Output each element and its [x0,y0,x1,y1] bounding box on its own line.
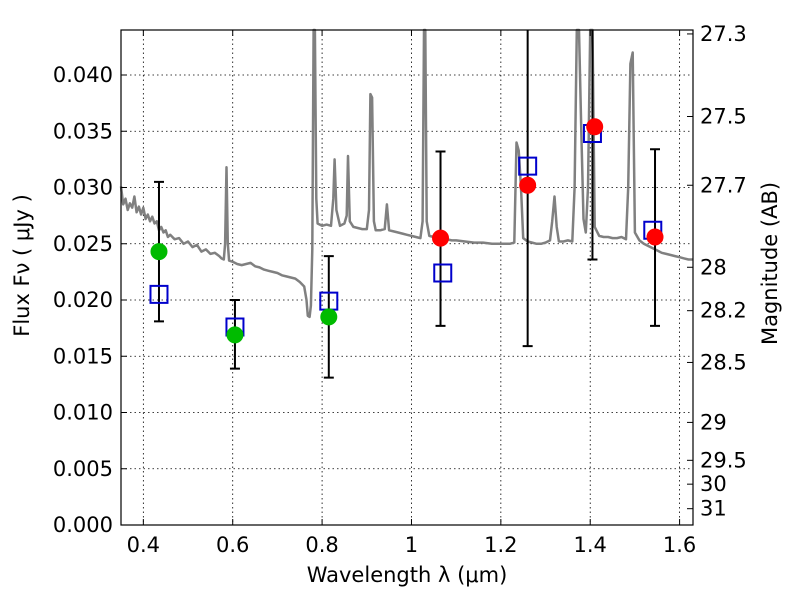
right-tick-label: 29 [700,410,727,434]
x-tick-label: 1.6 [663,533,696,557]
y-tick-label: 0.025 [53,232,113,256]
y-tick-label: 0.010 [53,401,113,425]
marker-layer [149,118,664,344]
x-tick-label: 0.4 [127,533,160,557]
plot-frame [120,29,694,526]
right-tick-label: 27.7 [700,173,747,197]
right-tick-label: 27.3 [700,22,747,46]
x-tick-label: 1.2 [484,533,517,557]
x-tick-label: 1.4 [574,533,607,557]
right-tick-label: 31 [700,497,727,521]
y-tick-label: 0.005 [53,457,113,481]
right-tick-label: 30 [700,472,727,496]
spectrum-layer [119,28,693,319]
red-point [586,118,604,136]
right-tick-label: 29.5 [700,448,747,472]
x-axis: 0.4 0.6 0.8 1 1.2 1.4 1.6 [127,30,696,557]
right-tick-label: 28.5 [700,350,747,374]
red-point [519,176,537,194]
red-point [432,229,450,247]
green-point [320,308,338,326]
red-point [646,228,664,246]
x-tick-label: 0.8 [305,533,338,557]
y-axis-right-title: Magnitude (AB) [758,182,782,345]
right-tick-label: 27.5 [700,105,747,129]
y-tick-label: 0.000 [53,513,113,537]
y-tick-label: 0.040 [53,63,113,87]
y-tick-label: 0.015 [53,344,113,368]
x-axis-title: Wavelength λ (μm) [307,563,508,587]
y-axis-left-title: Flux Fν ( μJy ) [10,194,34,337]
grid [121,30,693,526]
green-point [150,243,168,261]
spectrum-line [119,28,693,319]
right-tick-label: 28 [700,255,727,279]
model-square-marker [518,156,538,176]
model-square-marker [149,284,169,304]
y-tick-label: 0.020 [53,288,113,312]
right-tick-label: 28.2 [700,299,747,323]
y-tick-label: 0.035 [53,119,113,143]
x-tick-label: 1 [405,533,418,557]
green-point [226,326,244,344]
y-tick-label: 0.030 [53,176,113,200]
y-axis-left: 0.000 0.005 0.010 0.015 0.020 0.025 0.030 0.035… [53,63,127,537]
model-square-marker [433,263,453,283]
x-tick-label: 0.6 [216,533,249,557]
